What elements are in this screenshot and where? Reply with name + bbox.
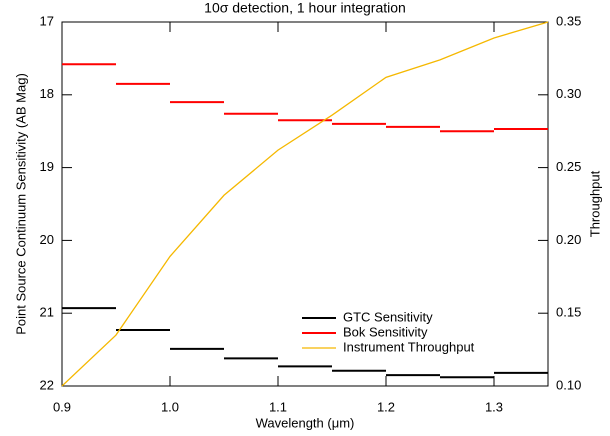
y-tick-label: 20	[40, 232, 54, 247]
x-axis-label: Wavelength (μm)	[256, 415, 355, 430]
y-axis-label: Point Source Continuum Sensitivity (AB M…	[13, 73, 28, 335]
x-tick-label: 1.3	[485, 399, 503, 414]
y2-tick-label: 0.30	[556, 86, 581, 101]
y2-tick-label: 0.10	[556, 377, 581, 392]
line	[61, 21, 549, 387]
x-tick-label: 1.2	[377, 399, 395, 414]
x-tick-label: 0.9	[53, 399, 71, 414]
x-tick-label: 1.0	[161, 399, 179, 414]
chart-title: 10σ detection, 1 hour integration	[204, 0, 406, 16]
y-tick-label: 19	[40, 159, 54, 174]
y-tick-label: 21	[40, 305, 54, 320]
y2-tick-label: 0.20	[556, 232, 581, 247]
plot-frame	[61, 21, 549, 387]
y2-tick-label: 0.35	[556, 13, 581, 28]
y2-axis-label: Throughput	[587, 170, 602, 237]
y-tick-label: 18	[40, 86, 54, 101]
legend-label: GTC Sensitivity	[343, 309, 433, 324]
y-tick-label: 17	[40, 13, 54, 28]
y-tick-label: 22	[40, 377, 54, 392]
y2-tick-label: 0.25	[556, 159, 581, 174]
legend-label: Bok Sensitivity	[343, 324, 428, 339]
x-tick-label: 1.1	[269, 399, 287, 414]
legend-label: Instrument Throughput	[343, 339, 475, 354]
y2-tick-label: 0.15	[556, 305, 581, 320]
